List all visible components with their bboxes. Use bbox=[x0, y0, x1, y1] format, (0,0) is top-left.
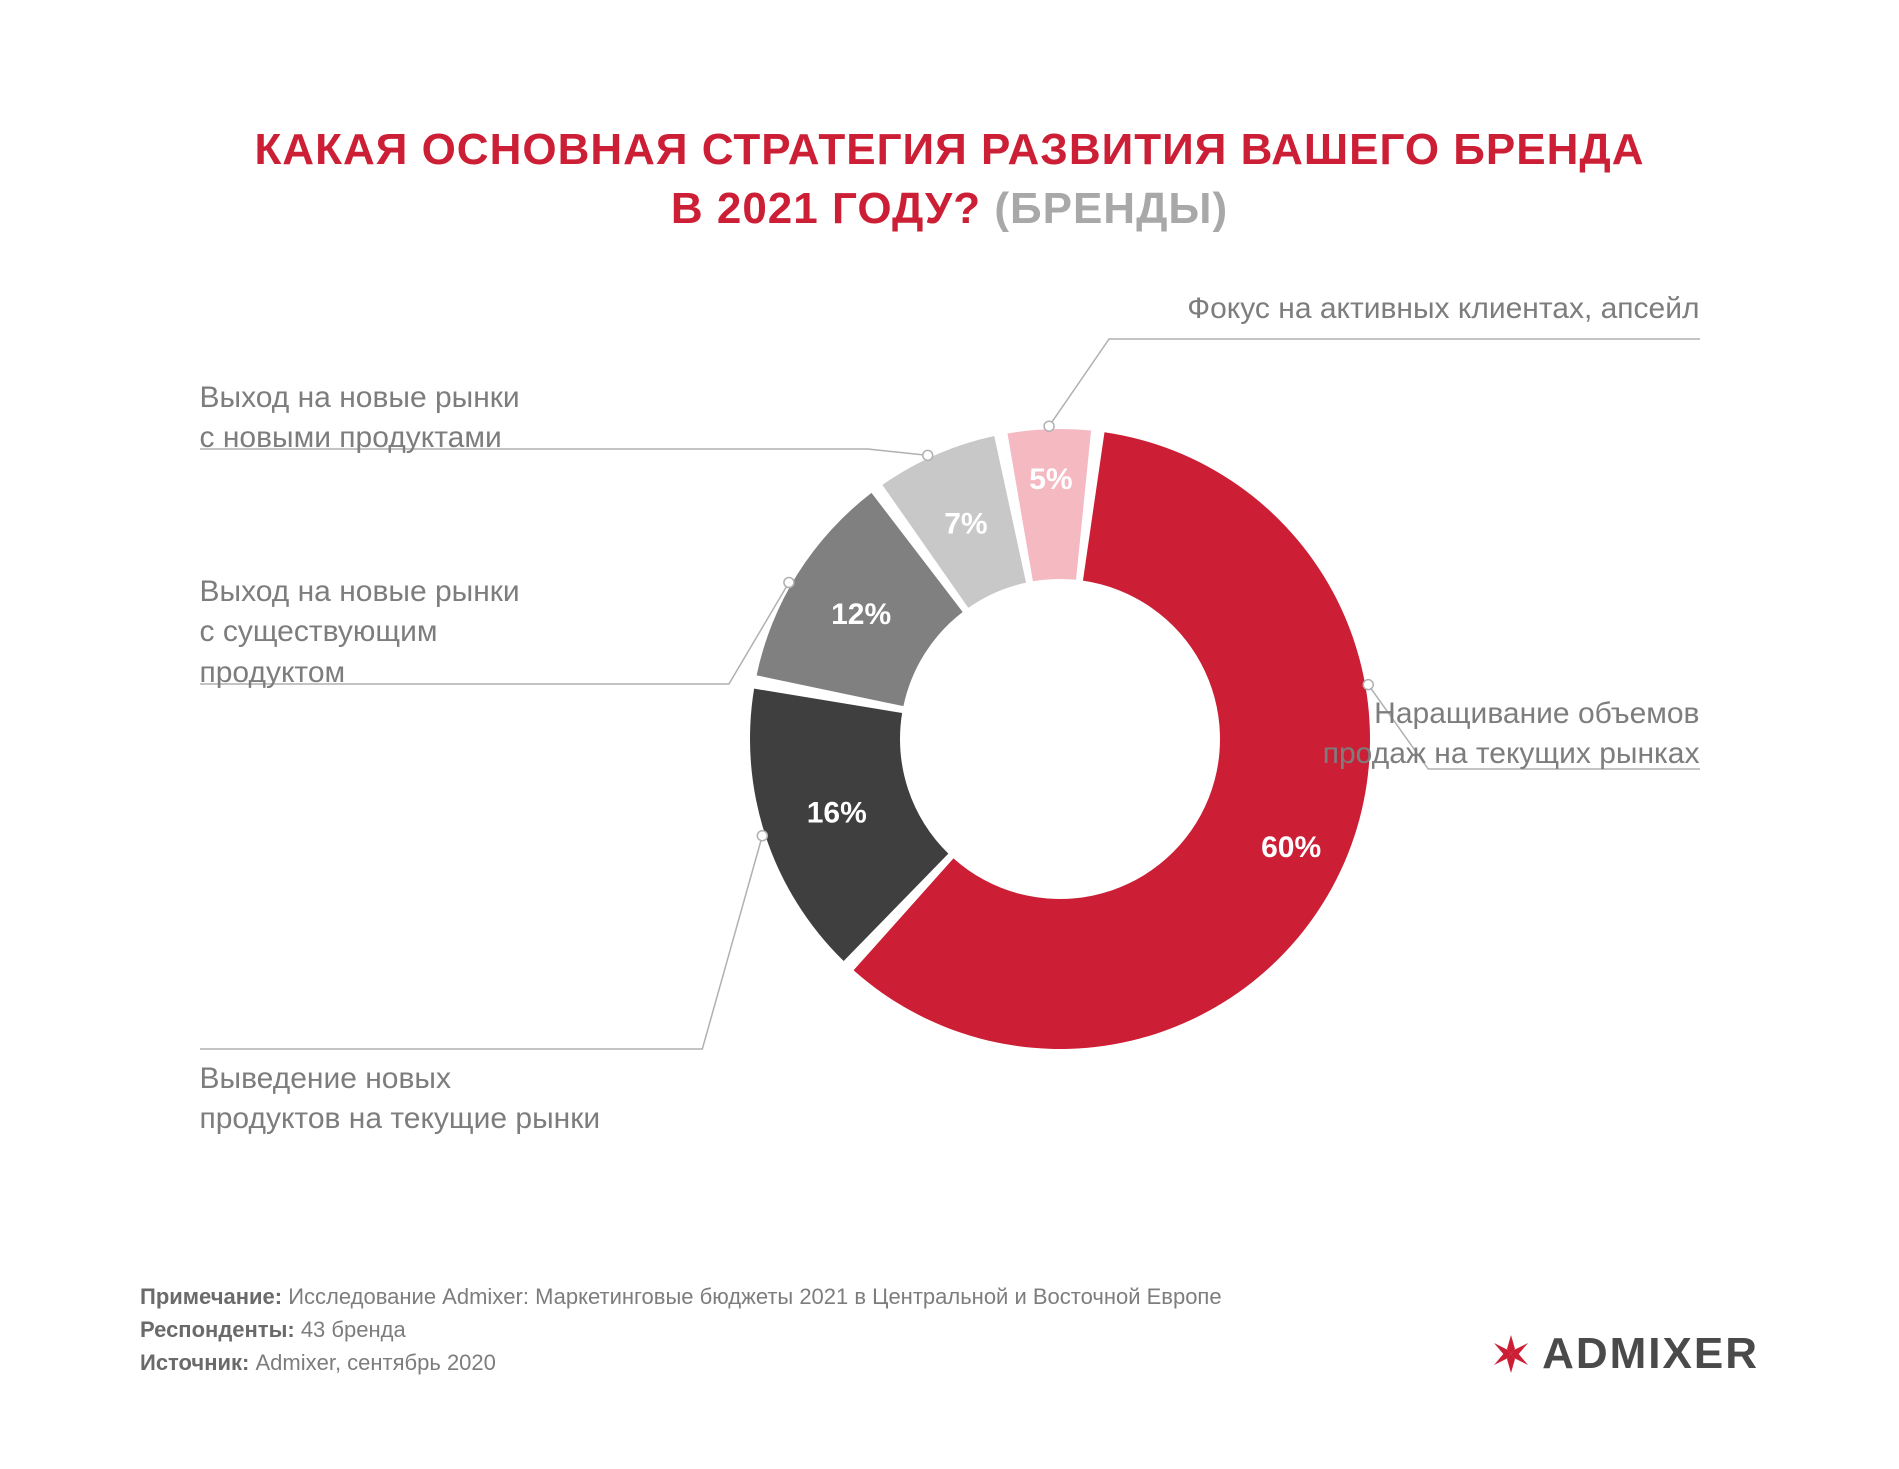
leader-dot bbox=[783, 577, 793, 587]
footer-notes: Примечание: Исследование Admixer: Маркет… bbox=[140, 1280, 1222, 1379]
callout-label: Наращивание объемов продаж на текущих ры… bbox=[1280, 694, 1700, 775]
slice-percent-label: 5% bbox=[1029, 463, 1072, 496]
title-line2-main: В 2021 ГОДУ? bbox=[671, 184, 994, 233]
logo-text: ADMIXER bbox=[1542, 1329, 1759, 1379]
title-line2-sub: (БРЕНДЫ) bbox=[994, 184, 1228, 233]
leader-dot bbox=[922, 450, 932, 460]
callout-label: Выход на новые рынки с новыми продуктами bbox=[200, 378, 520, 459]
note-label: Примечание: bbox=[140, 1284, 282, 1309]
src-label: Источник: bbox=[140, 1350, 249, 1375]
resp-label: Респонденты: bbox=[140, 1317, 295, 1342]
asterisk-icon bbox=[1488, 1331, 1534, 1377]
leader-dot bbox=[1044, 421, 1054, 431]
slice-percent-label: 60% bbox=[1261, 831, 1321, 864]
callout-label: Фокус на активных клиентах, апсейл bbox=[1187, 289, 1699, 330]
title-line1: КАКАЯ ОСНОВНАЯ СТРАТЕГИЯ РАЗВИТИЯ ВАШЕГО… bbox=[254, 125, 1644, 174]
chart-title: КАКАЯ ОСНОВНАЯ СТРАТЕГИЯ РАЗВИТИЯ ВАШЕГО… bbox=[140, 120, 1759, 239]
callout-label: Выход на новые рынки с существующим прод… bbox=[200, 572, 520, 694]
slice-percent-label: 7% bbox=[944, 507, 987, 540]
slice-percent-label: 12% bbox=[831, 598, 891, 631]
note-text: Исследование Admixer: Маркетинговые бюдж… bbox=[282, 1284, 1221, 1309]
leader-line bbox=[1049, 339, 1700, 426]
src-text: Admixer, сентябрь 2020 bbox=[249, 1350, 496, 1375]
admixer-logo: ADMIXER bbox=[1488, 1329, 1759, 1379]
leader-dot bbox=[757, 831, 767, 841]
slice-percent-label: 16% bbox=[806, 796, 866, 829]
leader-line bbox=[200, 836, 762, 1049]
resp-text: 43 бренда bbox=[295, 1317, 406, 1342]
callout-label: Выведение новых продуктов на текущие рын… bbox=[200, 1059, 601, 1140]
donut-chart-container: 60% 16% 12% 7% 5% Наращивание объемов продаж… bbox=[140, 279, 1759, 1199]
leader-dot bbox=[1363, 679, 1373, 689]
